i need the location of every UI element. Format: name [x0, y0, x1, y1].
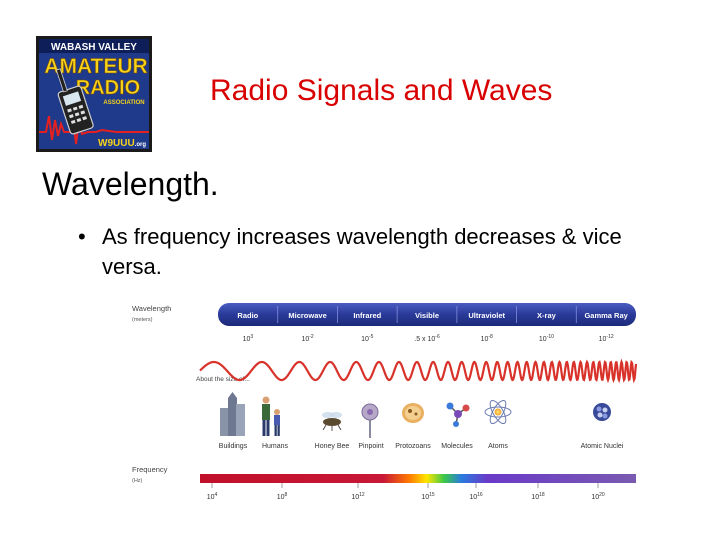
bullet-dot: •	[78, 224, 86, 249]
logo-line1: WABASH VALLEY	[51, 42, 137, 53]
wavelength-values: 103 10-2 10-5 .5 x 10-6 10-8 10-10 10-12	[243, 334, 614, 343]
wavelength-label: Wavelength	[132, 304, 171, 313]
frequency-value: 1018	[531, 492, 545, 501]
bullet-text: As frequency increases wavelength decrea…	[102, 224, 622, 279]
wavelength-value: 10-10	[539, 334, 554, 343]
logo-line3: RADIO	[76, 77, 140, 99]
logo-line2: AMATEUR	[44, 55, 147, 78]
buildings-icon	[220, 392, 245, 436]
humans-icon	[262, 396, 280, 436]
object-label: Pinpoint	[358, 443, 383, 450]
logo-line4: ASSOCIATION	[103, 100, 144, 106]
band-labels: Radio Microwave Infrared Visible Ultraviolet…	[237, 306, 629, 323]
band-label-visible: Visible	[415, 311, 439, 320]
pinpoint-icon	[361, 403, 379, 438]
wavelength-value: 103	[243, 334, 254, 343]
object-label: Honey Bee	[315, 443, 350, 450]
wavelength-value: .5 x 10-6	[414, 334, 440, 343]
atomic-nuclei-icon	[593, 403, 611, 421]
frequency-value: 108	[277, 492, 288, 501]
logo-callsign: W9UUU.org	[98, 138, 146, 149]
object-label: Humans	[262, 443, 289, 450]
frequency-value: 1016	[469, 492, 483, 501]
wavelength-value: 10-2	[301, 334, 313, 343]
frequency-value: 104	[207, 492, 218, 501]
frequency-value: 1015	[421, 492, 435, 501]
wavelength-unit: (meters)	[132, 317, 153, 323]
frequency-ticks	[211, 483, 599, 488]
object-label: Protozoans	[395, 443, 431, 450]
object-label: Molecules	[441, 443, 473, 450]
band-bar	[218, 303, 636, 326]
frequency-value: 1020	[591, 492, 605, 501]
object-label: Buildings	[219, 443, 248, 450]
honey-bee-icon	[322, 412, 342, 431]
bullet-item: • As frequency increases wavelength decr…	[78, 222, 678, 282]
wavelength-value: 10-12	[599, 334, 614, 343]
wvara-logo: WABASH VALLEY AMATEUR RADIO ASSOCIATION …	[36, 36, 152, 152]
size-label: About the size of...	[196, 376, 250, 383]
protozoans-icon	[402, 403, 424, 423]
wavelength-value: 10-5	[361, 334, 373, 343]
em-spectrum-diagram: Wavelength (meters) Radio Microwave Infrar…	[132, 303, 638, 501]
frequency-values: 104 108 1012 1015 1016 1018 1020	[207, 492, 605, 501]
band-label-radio: Radio	[237, 311, 258, 320]
atoms-icon	[484, 399, 512, 425]
frequency-bar	[200, 474, 636, 483]
frequency-label: Frequency	[132, 465, 168, 474]
object-label: Atoms	[488, 443, 508, 450]
band-label-microwave: Microwave	[288, 311, 326, 320]
band-label-gamma-ray: Gamma Ray	[584, 311, 628, 320]
band-label-x-ray: X-ray	[537, 311, 557, 320]
wavelength-value: 10-8	[481, 334, 493, 343]
frequency-value: 1012	[351, 492, 365, 501]
slide-title: Radio Signals and Waves	[210, 74, 553, 107]
molecules-icon	[446, 402, 470, 427]
slide-heading: Wavelength.	[42, 166, 219, 202]
handheld-radio-icon	[55, 68, 94, 135]
wave-illustration	[199, 358, 638, 384]
band-label-infrared: Infrared	[353, 311, 381, 320]
object-labels: Buildings Humans Honey Bee Pinpoint Protozoa…	[219, 443, 624, 450]
object-label: Atomic Nuclei	[581, 443, 624, 450]
band-label-ultraviolet: Ultraviolet	[468, 311, 505, 320]
frequency-unit: (Hz)	[132, 478, 143, 484]
